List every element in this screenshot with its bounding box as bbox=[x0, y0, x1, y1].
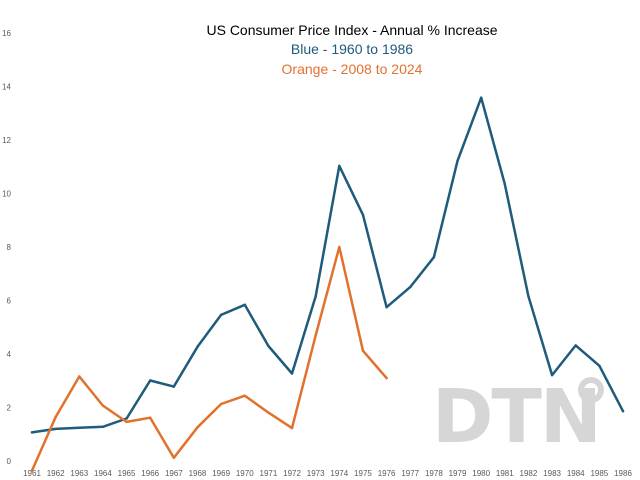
x-tick-label: 1968 bbox=[189, 469, 207, 478]
data-point-0 bbox=[574, 344, 577, 347]
x-tick-label: 1965 bbox=[118, 469, 136, 478]
data-point-0 bbox=[621, 410, 625, 413]
y-tick-label: 6 bbox=[7, 297, 12, 306]
x-tick-label: 1979 bbox=[449, 469, 467, 478]
data-point-1 bbox=[361, 349, 365, 352]
data-point-0 bbox=[432, 255, 436, 259]
x-tick-label: 1971 bbox=[260, 469, 278, 478]
data-point-1 bbox=[219, 402, 223, 406]
data-point-0 bbox=[361, 213, 365, 217]
x-tick-label: 1976 bbox=[378, 469, 396, 478]
chart-title: US Consumer Price Index - Annual % Incre… bbox=[206, 22, 497, 38]
x-tick-label: 1985 bbox=[590, 469, 608, 478]
watermark-text: DTN bbox=[432, 374, 600, 460]
x-tick-label: 1975 bbox=[354, 469, 372, 478]
y-tick-label: 4 bbox=[7, 350, 12, 359]
x-tick-label: 1961 bbox=[23, 469, 41, 478]
data-point-0 bbox=[172, 385, 176, 388]
x-axis: 1961 1962 1963 1964 1965 1966 1967 1968 1969 1970… bbox=[23, 469, 632, 478]
dtn-watermark-logo: DTN bbox=[432, 374, 604, 460]
data-point-1 bbox=[338, 245, 341, 249]
data-point-0 bbox=[409, 285, 412, 289]
data-point-1 bbox=[267, 411, 270, 414]
x-tick-label: 1978 bbox=[425, 469, 443, 478]
y-axis: 0 2 4 6 8 10 12 14 16 bbox=[2, 29, 11, 466]
watermark-ring-icon bbox=[578, 377, 604, 403]
data-point-1 bbox=[243, 394, 246, 397]
series-line-1 bbox=[30, 245, 388, 472]
data-point-0 bbox=[527, 295, 530, 298]
data-point-0 bbox=[290, 372, 294, 375]
x-tick-label: 1986 bbox=[614, 469, 632, 478]
data-point-1 bbox=[54, 415, 57, 419]
data-point-1 bbox=[385, 376, 388, 380]
data-point-0 bbox=[503, 182, 506, 186]
x-tick-label: 1981 bbox=[496, 469, 514, 478]
data-point-1 bbox=[290, 426, 294, 430]
y-tick-label: 16 bbox=[2, 29, 11, 38]
data-point-0 bbox=[101, 425, 105, 428]
data-point-1 bbox=[101, 404, 105, 407]
x-tick-label: 1984 bbox=[567, 469, 585, 478]
x-tick-label: 1966 bbox=[141, 469, 159, 478]
data-point-0 bbox=[456, 159, 459, 163]
data-point-0 bbox=[54, 427, 57, 431]
y-tick-label: 10 bbox=[2, 190, 11, 199]
data-point-0 bbox=[550, 373, 554, 377]
data-point-1 bbox=[172, 456, 176, 459]
data-point-0 bbox=[338, 164, 341, 168]
data-point-0 bbox=[30, 431, 34, 434]
x-tick-label: 1967 bbox=[165, 469, 183, 478]
x-tick-label: 1962 bbox=[47, 469, 65, 478]
y-tick-label: 8 bbox=[7, 243, 12, 252]
data-point-1 bbox=[196, 426, 199, 429]
x-tick-label: 1963 bbox=[70, 469, 88, 478]
data-point-1 bbox=[314, 334, 317, 337]
y-tick-label: 0 bbox=[7, 457, 12, 466]
data-point-1 bbox=[78, 375, 81, 378]
x-tick-label: 1972 bbox=[283, 469, 301, 478]
data-point-0 bbox=[314, 295, 317, 298]
data-point-0 bbox=[479, 96, 483, 99]
data-point-0 bbox=[149, 379, 152, 382]
plot-area bbox=[30, 96, 625, 472]
y-tick-label: 12 bbox=[2, 136, 11, 145]
data-point-0 bbox=[598, 364, 601, 367]
x-tick-label: 1974 bbox=[330, 469, 348, 478]
x-tick-label: 1977 bbox=[401, 469, 419, 478]
data-point-1 bbox=[125, 420, 128, 424]
series-line-0 bbox=[30, 96, 625, 434]
data-point-0 bbox=[125, 417, 128, 420]
data-point-0 bbox=[267, 344, 270, 348]
data-point-0 bbox=[385, 305, 388, 309]
chart-subtitle-orange: Orange - 2008 to 2024 bbox=[282, 61, 423, 77]
data-point-1 bbox=[149, 416, 152, 419]
x-tick-label: 1982 bbox=[520, 469, 538, 478]
x-tick-label: 1980 bbox=[472, 469, 490, 478]
chart-subtitle-blue: Blue - 1960 to 1986 bbox=[291, 41, 413, 57]
x-tick-label: 1973 bbox=[307, 469, 325, 478]
data-point-1 bbox=[30, 469, 34, 472]
data-point-0 bbox=[219, 313, 223, 317]
data-point-0 bbox=[78, 426, 81, 430]
data-point-0 bbox=[243, 303, 246, 306]
data-point-0 bbox=[196, 345, 199, 348]
y-tick-label: 2 bbox=[7, 404, 12, 413]
x-tick-label: 1969 bbox=[212, 469, 230, 478]
x-tick-label: 1964 bbox=[94, 469, 112, 478]
x-tick-label: 1983 bbox=[543, 469, 561, 478]
y-tick-label: 14 bbox=[2, 83, 11, 92]
x-tick-label: 1970 bbox=[236, 469, 254, 478]
